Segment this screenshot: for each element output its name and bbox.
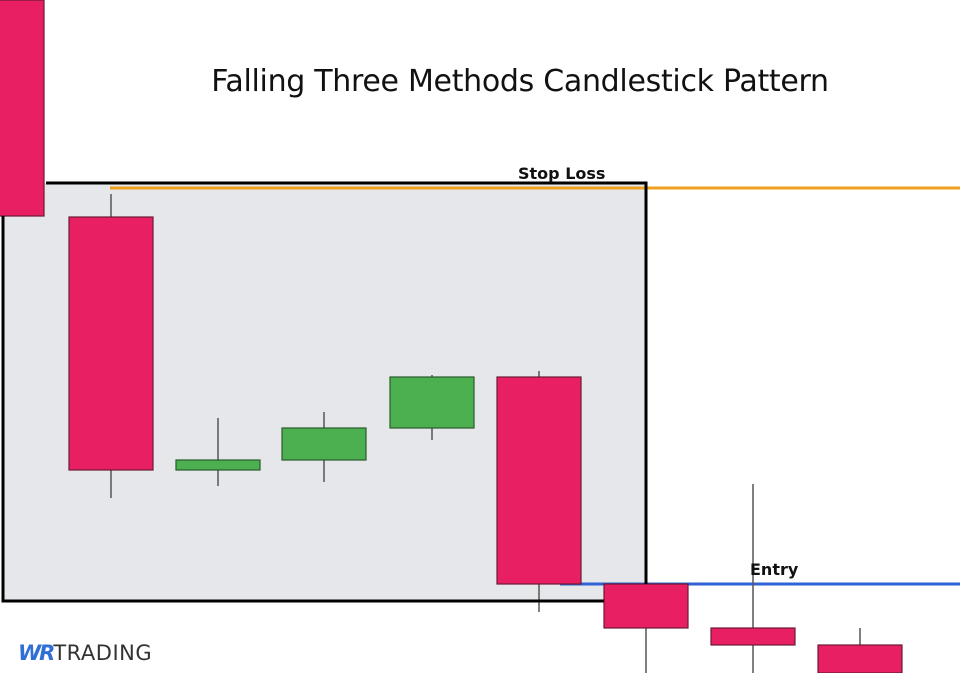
stop-loss-label: Stop Loss — [518, 164, 606, 183]
candle-4 — [389, 375, 475, 440]
candle-0 — [0, 0, 45, 217]
logo-trading-text: TRADING — [53, 641, 153, 665]
logo-wr-mark: WR — [18, 641, 55, 665]
candle-7 — [710, 484, 796, 673]
candle-2 — [175, 418, 261, 486]
candle-8 — [817, 628, 903, 673]
candles — [0, 0, 903, 673]
wr-trading-logo: WRTRADING — [18, 641, 152, 665]
candle-6 — [603, 583, 689, 673]
chart-title: Falling Three Methods Candlestick Patter… — [211, 64, 829, 99]
entry-label: Entry — [750, 560, 799, 579]
candle-3 — [281, 412, 367, 482]
candle-1 — [68, 194, 154, 498]
candle-5 — [496, 371, 582, 612]
pattern-highlight-border — [1, 181, 648, 603]
